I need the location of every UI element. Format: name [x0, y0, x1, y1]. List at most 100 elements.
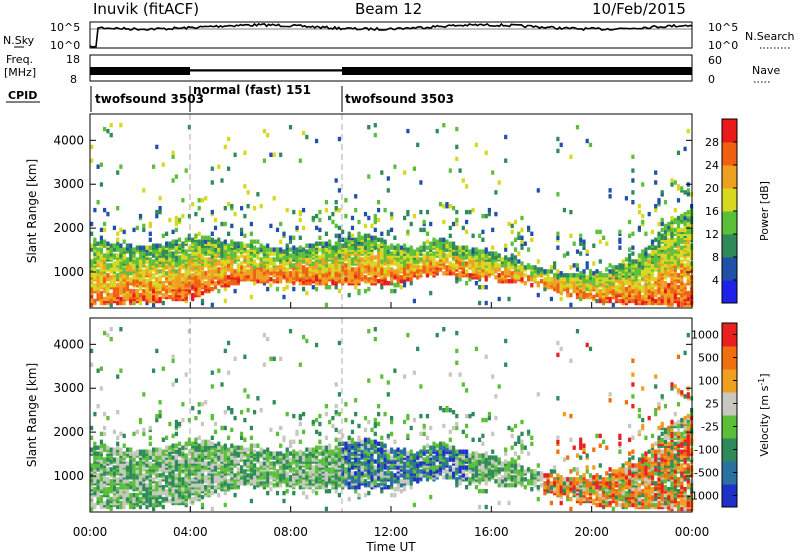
power-cell: [556, 149, 559, 153]
power-cell: [537, 281, 540, 285]
power-cell: [207, 257, 210, 261]
velocity-cell: [299, 363, 302, 367]
power-cell: [175, 275, 178, 279]
velocity-cell: [168, 422, 171, 426]
power-cell: [198, 275, 201, 279]
power-cell: [126, 275, 129, 279]
velocity-cell: [191, 489, 194, 493]
velocity-cell: [113, 471, 116, 475]
velocity-cell: [93, 487, 96, 491]
velocity-cell: [172, 434, 175, 438]
power-cell: [145, 279, 148, 283]
power-cell: [149, 287, 152, 291]
velocity-cell: [230, 473, 233, 477]
power-cell: [247, 190, 250, 194]
power-cell: [410, 281, 413, 285]
velocity-cell: [201, 453, 204, 457]
power-cell: [315, 214, 318, 218]
velocity-cell: [256, 444, 259, 448]
cpid-segment-1: twofsound 3503: [95, 92, 204, 106]
power-cell: [269, 224, 272, 228]
power-cell: [485, 253, 488, 257]
power-cell: [188, 275, 191, 279]
power-cell: [641, 249, 644, 253]
power-cell: [315, 242, 318, 246]
power-cell: [181, 291, 184, 295]
velocity-cell: [119, 505, 122, 509]
velocity-cell: [325, 489, 328, 493]
power-cell: [397, 283, 400, 287]
power-cell: [335, 281, 338, 285]
power-cell: [670, 242, 673, 246]
velocity-cell: [309, 471, 312, 475]
power-cell: [185, 283, 188, 287]
velocity-cell: [175, 479, 178, 483]
velocity-cell: [220, 382, 223, 386]
velocity-cell: [279, 444, 282, 448]
power-cell: [266, 279, 269, 283]
velocity-cell: [276, 455, 279, 459]
power-cell: [201, 236, 204, 240]
power-cell: [390, 212, 393, 216]
power-cell: [136, 257, 139, 261]
power-cell: [243, 277, 246, 281]
power-cell: [612, 265, 615, 269]
power-cell: [393, 249, 396, 253]
velocity-cell: [302, 481, 305, 485]
power-cell: [635, 271, 638, 275]
power-cell: [132, 293, 135, 297]
power-cell: [478, 255, 481, 259]
power-cell: [289, 240, 292, 244]
power-cell: [667, 238, 670, 242]
power-cell: [348, 269, 351, 273]
power-cell: [165, 242, 168, 246]
power-cell: [289, 271, 292, 275]
velocity-cell: [103, 501, 106, 505]
power-cell: [670, 224, 673, 228]
velocity-cell: [97, 485, 100, 489]
power-cell: [201, 249, 204, 253]
power-cell: [449, 261, 452, 265]
velocity-cell: [211, 436, 214, 440]
velocity-cell: [322, 461, 325, 465]
power-cell: [459, 271, 462, 275]
velocity-cell: [295, 475, 298, 479]
power-cell: [344, 242, 347, 246]
power-cell: [335, 200, 338, 204]
power-cell: [374, 218, 377, 222]
power-cell: [331, 265, 334, 269]
velocity-cell: [289, 451, 292, 455]
power-cell: [348, 232, 351, 236]
power-cell: [445, 257, 448, 261]
power-cell: [439, 238, 442, 242]
power-cell: [335, 285, 338, 289]
velocity-cell: [185, 477, 188, 481]
power-cell: [129, 255, 132, 259]
power-cell: [387, 246, 390, 250]
velocity-cell: [129, 459, 132, 463]
velocity-cell: [181, 459, 184, 463]
power-cell: [530, 271, 533, 275]
power-cell: [145, 295, 148, 299]
power-cell: [253, 277, 256, 281]
power-cell: [618, 230, 621, 234]
power-cell: [305, 244, 308, 248]
power-cell: [260, 257, 263, 261]
velocity-cell: [279, 473, 282, 477]
velocity-cell: [309, 451, 312, 455]
power-cell: [416, 251, 419, 255]
power-cell: [185, 168, 188, 172]
power-cell: [318, 281, 321, 285]
power-cell: [687, 297, 690, 301]
velocity-cell: [149, 426, 152, 430]
velocity-cell: [266, 448, 269, 452]
velocity-cell: [256, 467, 259, 471]
power-cell: [654, 289, 657, 293]
power-cell: [511, 224, 514, 228]
velocity-cell: [250, 479, 253, 483]
power-cell: [357, 261, 360, 265]
power-cell: [426, 232, 429, 236]
power-cell: [168, 277, 171, 281]
velocity-cell: [139, 497, 142, 501]
velocity-cell: [211, 414, 214, 418]
